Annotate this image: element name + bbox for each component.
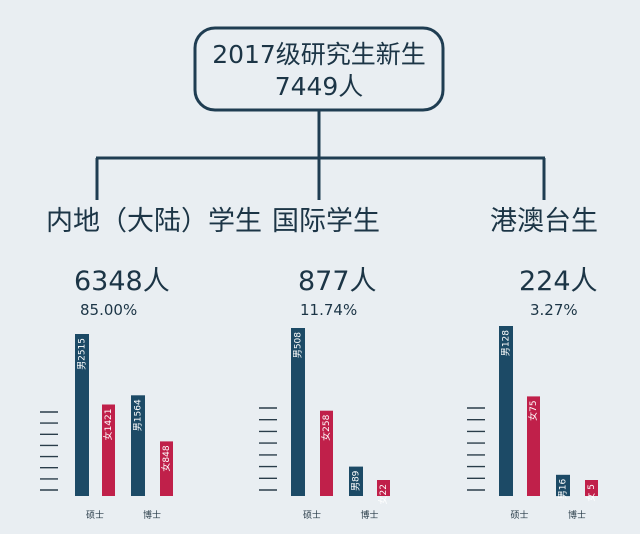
group-percent-mainland: 85.00% <box>80 301 138 319</box>
bar-value-label: 男89 <box>351 470 362 491</box>
bar-value-label: 女 5 <box>585 484 597 502</box>
bar-phd-female-hmt <box>585 480 598 496</box>
bar-value-label: 女848 <box>160 445 172 471</box>
group-count-mainland: 6348人 <box>74 266 170 297</box>
bar-master-female-mainland <box>102 404 115 496</box>
bar-phd-female-international <box>377 480 390 496</box>
bar-phd-male-international <box>349 466 363 496</box>
total-text: 7449人 <box>275 72 364 101</box>
bar-value-label: 女1421 <box>102 409 114 441</box>
bar-value-label: 男1564 <box>133 399 144 431</box>
bar-phd-male-hmt <box>556 474 570 497</box>
group-label-international: 国际学生 <box>272 206 380 237</box>
bar-value-label: 男16 <box>558 479 569 500</box>
group-percent-international: 11.74% <box>300 301 358 319</box>
group-count-international: 877人 <box>298 266 377 297</box>
bar-value-label: 男2515 <box>77 338 88 370</box>
title-text: 2017级研究生新生 <box>212 40 426 69</box>
group-label-mainland: 内地（大陆）学生 <box>46 206 262 237</box>
bar-phd-male-mainland <box>131 395 145 496</box>
bar-value-label: 女75 <box>527 400 539 420</box>
group-count-hmt: 224人 <box>519 266 598 297</box>
category-label: 博士 <box>143 509 161 521</box>
bar-value-label: 男508 <box>293 332 304 358</box>
bar-phd-female-mainland <box>160 441 173 496</box>
group-percent-hmt: 3.27% <box>530 301 578 319</box>
category-label: 博士 <box>568 509 586 521</box>
category-label: 硕士 <box>86 509 104 521</box>
bar-value-label: 男128 <box>501 330 512 356</box>
bar-master-male-mainland <box>75 334 89 496</box>
category-label: 硕士 <box>303 509 321 521</box>
bar-master-female-international <box>320 410 333 496</box>
bar-master-male-hmt <box>499 326 513 496</box>
category-label: 硕士 <box>510 509 528 521</box>
group-label-hmt: 港澳台生 <box>490 206 598 237</box>
bar-value-label: 女22 <box>377 484 389 504</box>
bar-master-female-hmt <box>527 396 540 496</box>
bar-value-label: 女258 <box>320 414 332 440</box>
category-label: 博士 <box>360 509 378 521</box>
bar-master-male-international <box>291 328 305 496</box>
